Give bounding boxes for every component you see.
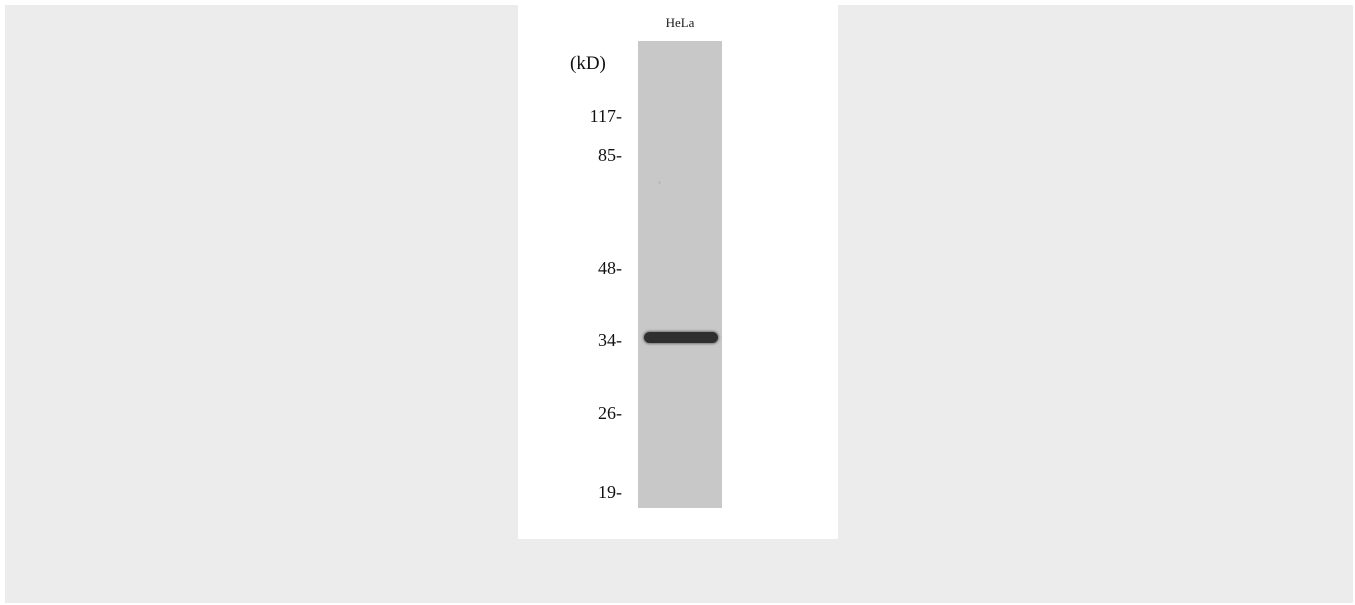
marker-117: 117- — [589, 106, 622, 126]
blot-lane — [638, 41, 722, 508]
marker-85: 85- — [598, 145, 622, 165]
protein-band — [644, 332, 718, 343]
image-background: HeLa (kD) 117- 85- 48- 34- 26- 19- — [5, 5, 1353, 603]
marker-26: 26- — [598, 403, 622, 423]
marker-48: 48- — [598, 258, 622, 278]
western-blot-panel: HeLa (kD) 117- 85- 48- 34- 26- 19- — [518, 5, 838, 539]
faint-spot — [658, 181, 661, 184]
unit-label: (kD) — [570, 53, 606, 74]
marker-19: 19- — [598, 482, 622, 502]
lane-label: HeLa — [665, 15, 695, 30]
marker-34: 34- — [598, 330, 622, 350]
